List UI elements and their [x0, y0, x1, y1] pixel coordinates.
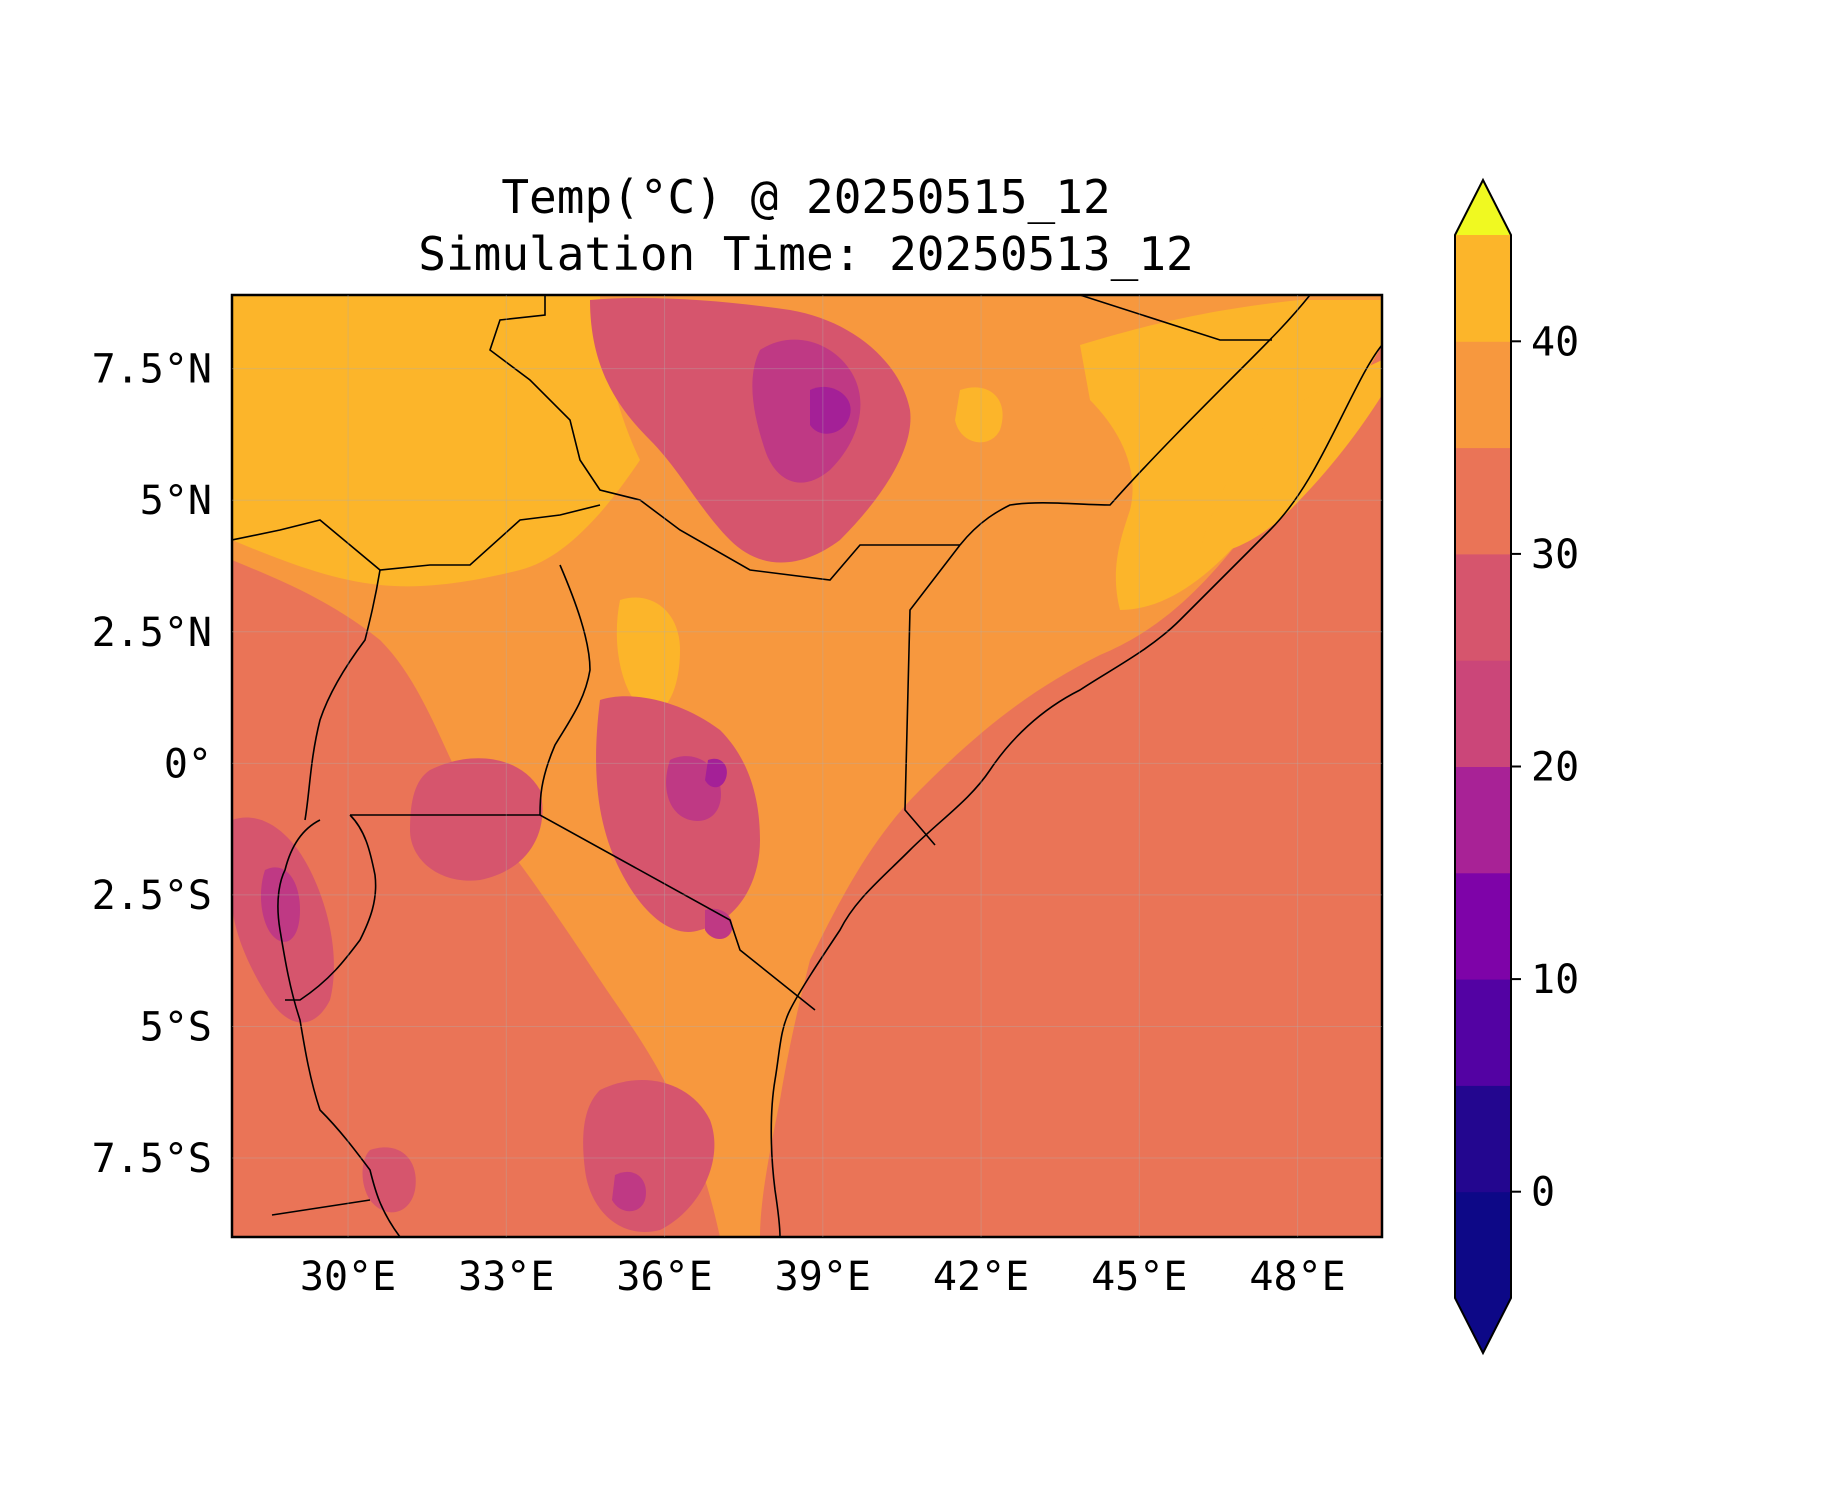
x-tick-label: 45°E — [1091, 1254, 1187, 1300]
temperature-zone-hot-east — [1200, 360, 1382, 553]
map-gridlines — [232, 295, 1382, 1237]
map-frame — [230, 293, 1384, 1239]
colorbar-segment — [1455, 235, 1511, 342]
colorbar-tick-label: 20 — [1531, 745, 1579, 791]
colorbar-segment — [1455, 766, 1511, 874]
temperature-zone-hot-northeast — [1080, 300, 1382, 610]
y-tick-label: 7.5°S — [92, 1136, 212, 1182]
y-tick-label: 2.5°S — [92, 873, 212, 919]
temperature-zone-cool-south — [362, 1147, 416, 1213]
longitude-axis: 30°E 33°E 36°E 39°E 42°E 45°E 48°E — [300, 1254, 1346, 1300]
colorbar-segment — [1455, 660, 1511, 767]
coastline — [770, 344, 1382, 1237]
colorbar-tick-label: 0 — [1531, 1170, 1555, 1216]
colorbar-segment — [1455, 1191, 1511, 1299]
temperature-zone-cold-tanzania — [612, 1171, 646, 1212]
border-tanzania-zambia — [271, 1199, 371, 1216]
colorbar-outline — [1454, 177, 1512, 1356]
temperature-zone-mild-southwest — [232, 560, 720, 1237]
y-tick-label: 5°S — [140, 1004, 212, 1050]
border-uganda-kenya — [539, 564, 591, 816]
colorbar-extend-under — [1455, 1298, 1511, 1353]
temperature-zone-cool-lake-victoria — [410, 758, 543, 881]
temperature-zone-colder-kenya — [705, 758, 727, 788]
border-ethiopia-somaliland — [1079, 295, 1272, 341]
x-tick-label: 48°E — [1249, 1254, 1345, 1300]
border-ethiopia-somalia — [959, 295, 1311, 546]
temperature-zone-colder-ethiopia — [810, 386, 851, 434]
border-rwanda-congo — [277, 819, 401, 1237]
y-tick-label: 5°N — [140, 478, 212, 524]
colorbar-segment — [1455, 872, 1511, 980]
border-tanzania-north — [350, 814, 816, 1011]
colorbar-tick-label: 30 — [1531, 532, 1579, 578]
temperature-zone-hot-patch — [616, 597, 680, 712]
colorbar-segment — [1455, 979, 1511, 1086]
colorbar-tick-label: 40 — [1531, 319, 1579, 365]
border-kenya-somalia — [904, 544, 961, 846]
colorbar: 0 10 20 30 40 — [1454, 177, 1579, 1356]
temperature-zone-hot-north — [232, 295, 640, 587]
x-tick-label: 30°E — [300, 1254, 396, 1300]
temperature-zone-cold-ethiopia — [752, 339, 861, 483]
border-uganda-congo — [304, 569, 381, 821]
x-tick-label: 42°E — [933, 1254, 1029, 1300]
y-tick-label: 7.5°N — [92, 347, 212, 393]
map-title-line2: Simulation Time: 20250513_12 — [418, 227, 1194, 281]
colorbar-extend-over — [1455, 180, 1511, 235]
colorbar-segment — [1455, 341, 1511, 449]
colorbar-segment — [1455, 447, 1511, 555]
latitude-axis: 7.5°N 5°N 2.5°N 0° 2.5°S 5°S 7.5°S — [92, 347, 212, 1182]
colorbar-segment — [1455, 553, 1511, 661]
map-title-line1: Temp(°C) @ 20250515_12 — [501, 170, 1111, 224]
colorbar-tick-label: 10 — [1531, 957, 1579, 1003]
temperature-zone-hot-patch — [955, 387, 1003, 443]
border-south-sudan-uganda — [232, 504, 601, 571]
map-area — [232, 295, 1382, 1237]
border-rwanda-burundi — [285, 814, 377, 1001]
border-south-sudan-ethiopia — [489, 295, 960, 581]
temperature-zone-cold-kilimanjaro — [705, 908, 733, 939]
y-tick-label: 2.5°N — [92, 610, 212, 656]
x-tick-label: 33°E — [458, 1254, 554, 1300]
x-tick-label: 36°E — [616, 1254, 712, 1300]
x-tick-label: 39°E — [775, 1254, 871, 1300]
temperature-zone-cool-kenya — [596, 696, 760, 932]
colorbar-segment — [1455, 1085, 1511, 1193]
temperature-zone-cold-rift-west — [260, 867, 300, 942]
y-tick-label: 0° — [164, 741, 212, 787]
